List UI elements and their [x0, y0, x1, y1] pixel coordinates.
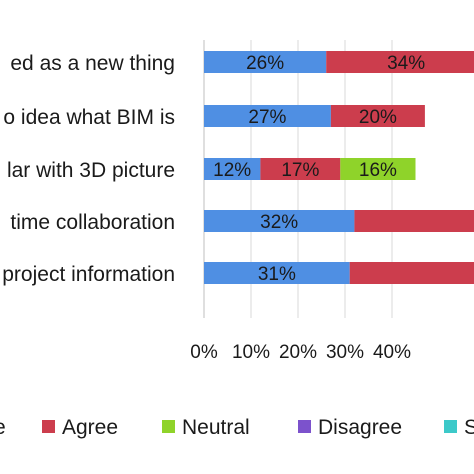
data-label-2-0: 12%	[213, 160, 251, 181]
category-label-4: project information	[2, 263, 175, 286]
x-tick-label-0: 0%	[190, 342, 218, 363]
bar-segment-2-0	[204, 158, 261, 180]
bar-segment-1-1	[330, 105, 425, 127]
bar-segment-0-0	[204, 51, 327, 73]
category-label-1: o idea what BIM is	[3, 106, 175, 129]
category-label-2: lar with 3D picture	[7, 159, 175, 182]
legend-label-2: Neutral	[182, 416, 250, 439]
x-tick-label-1: 10%	[232, 342, 270, 363]
legend-label-3: Disagree	[318, 416, 402, 439]
bar-segment-3-1	[354, 210, 474, 232]
bar-segment-2-2	[340, 158, 416, 180]
data-labels: 26% 34% 27% 20% 12% 17% 16% 32% 31%	[213, 53, 425, 285]
legend-swatch-2	[162, 420, 175, 433]
legend: e Agree Neutral Disagree S	[0, 416, 474, 439]
data-label-4-0: 31%	[258, 264, 296, 285]
x-tick-label-3: 30%	[326, 342, 364, 363]
category-labels: ed as a new thing o idea what BIM is lar w…	[2, 52, 175, 286]
legend-swatch-3	[298, 420, 311, 433]
legend-swatch-1	[42, 420, 55, 433]
legend-label-4: S	[464, 416, 474, 439]
data-label-1-0: 27%	[248, 107, 286, 128]
legend-label-1: Agree	[62, 416, 118, 439]
bar-segment-0-1	[326, 51, 474, 73]
data-label-2-1: 17%	[281, 160, 319, 181]
bars	[204, 51, 474, 284]
x-tick-labels: 0% 10% 20% 30% 40%	[190, 342, 411, 363]
category-label-3: time collaboration	[10, 211, 175, 234]
legend-label-0: e	[0, 416, 6, 439]
data-label-2-2: 16%	[359, 160, 397, 181]
bar-segment-2-1	[260, 158, 341, 180]
x-tick-label-2: 20%	[279, 342, 317, 363]
bar-segment-4-0	[204, 262, 350, 284]
x-tick-label-4: 40%	[373, 342, 411, 363]
legend-swatch-4	[444, 420, 457, 433]
data-label-3-0: 32%	[260, 212, 298, 233]
data-label-1-1: 20%	[359, 107, 397, 128]
bar-segment-4-1	[349, 262, 474, 284]
data-label-0-1: 34%	[387, 53, 425, 74]
bar-segment-1-0	[204, 105, 331, 127]
category-label-0: ed as a new thing	[10, 52, 175, 75]
bar-segment-3-0	[204, 210, 355, 232]
data-label-0-0: 26%	[246, 53, 284, 74]
